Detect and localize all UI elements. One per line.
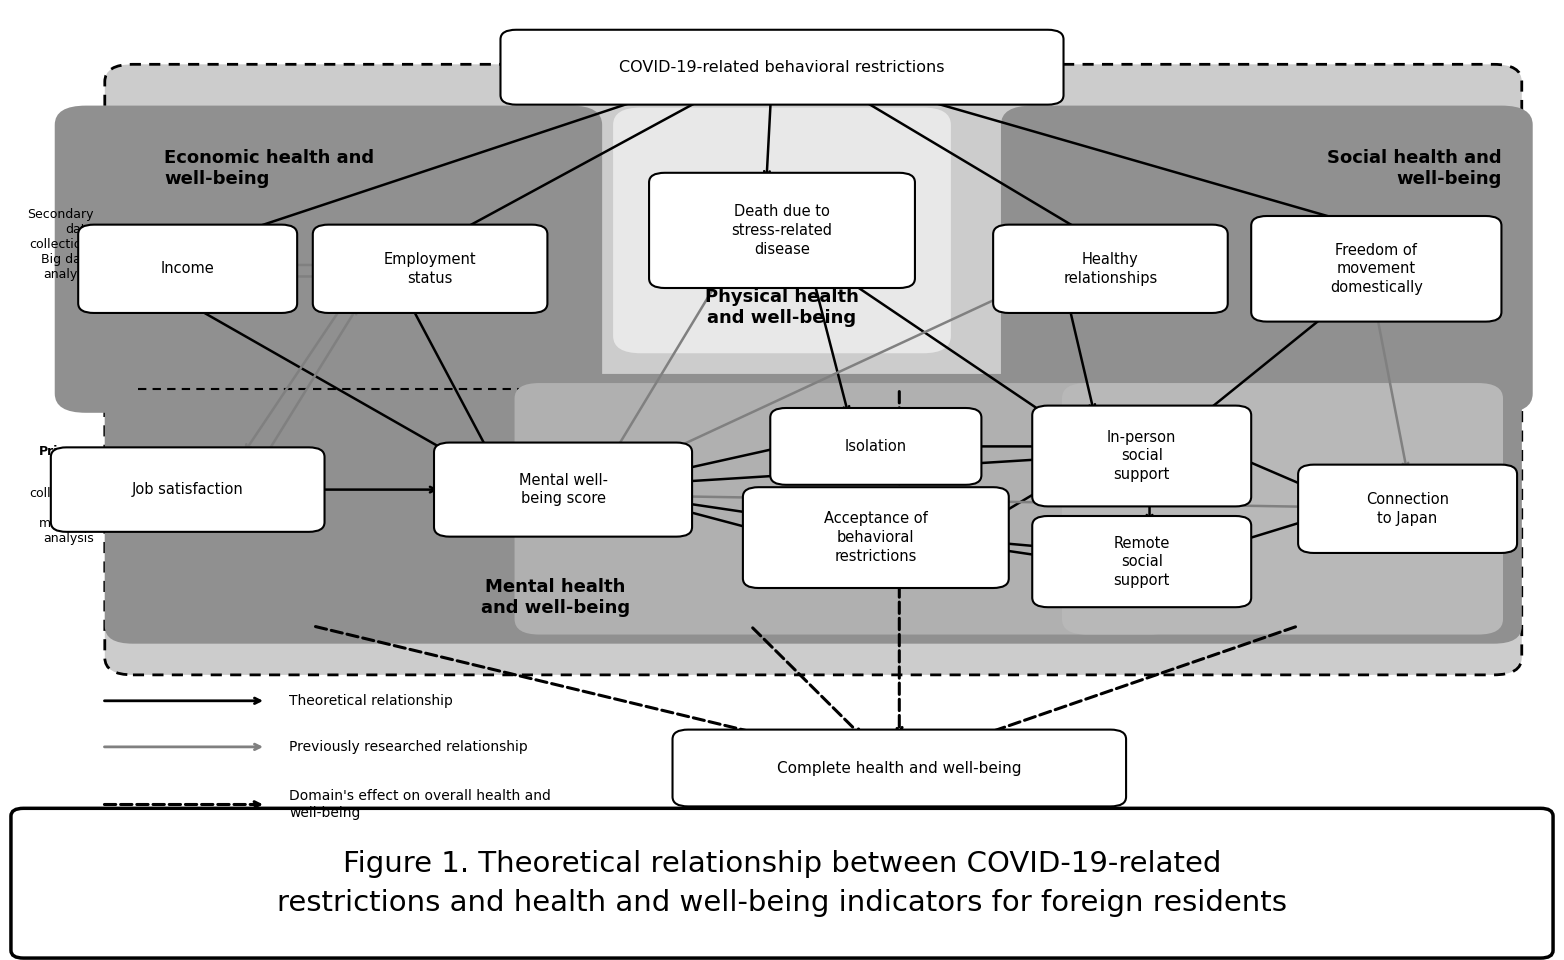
Text: Remote
social
support: Remote social support: [1114, 536, 1170, 588]
FancyBboxPatch shape: [433, 443, 691, 537]
Text: Acceptance of
behavioral
restrictions: Acceptance of behavioral restrictions: [824, 512, 927, 564]
FancyBboxPatch shape: [649, 173, 915, 288]
Text: Social health and
well-being: Social health and well-being: [1326, 149, 1501, 187]
Text: Primary: Primary: [39, 444, 94, 458]
Text: Previously researched relationship: Previously researched relationship: [289, 740, 529, 754]
FancyBboxPatch shape: [515, 383, 1175, 635]
FancyBboxPatch shape: [673, 730, 1126, 806]
FancyBboxPatch shape: [613, 108, 951, 353]
FancyBboxPatch shape: [1298, 465, 1517, 553]
Text: Income: Income: [161, 261, 214, 276]
Text: Complete health and well-being: Complete health and well-being: [777, 760, 1021, 776]
FancyBboxPatch shape: [500, 30, 1064, 105]
Text: COVID-19-related behavioral restrictions: COVID-19-related behavioral restrictions: [619, 60, 945, 75]
FancyBboxPatch shape: [55, 106, 602, 413]
Text: Secondary
data
collection:
Big data
analysis: Secondary data collection: Big data anal…: [27, 208, 94, 281]
Text: Freedom of
movement
domestically: Freedom of movement domestically: [1329, 243, 1423, 295]
FancyBboxPatch shape: [1062, 383, 1503, 635]
FancyBboxPatch shape: [743, 487, 1009, 588]
FancyBboxPatch shape: [50, 447, 325, 532]
Text: Employment
status: Employment status: [383, 252, 477, 286]
FancyBboxPatch shape: [78, 225, 297, 313]
Text: Theoretical relationship: Theoretical relationship: [289, 694, 454, 708]
Text: Mental well-
being score: Mental well- being score: [519, 473, 607, 507]
Text: data
collection:
Mixed
methods
analysis: data collection: Mixed methods analysis: [30, 472, 94, 545]
FancyBboxPatch shape: [105, 374, 1522, 644]
Text: Figure 1. Theoretical relationship between COVID-19-related
restrictions and hea: Figure 1. Theoretical relationship betwe…: [277, 850, 1287, 917]
Text: Mental health
and well-being: Mental health and well-being: [480, 578, 630, 616]
Text: Job satisfaction: Job satisfaction: [131, 482, 244, 497]
Text: In-person
social
support: In-person social support: [1107, 430, 1176, 482]
Text: Connection
to Japan: Connection to Japan: [1365, 492, 1450, 526]
Text: Physical health
and well-being: Physical health and well-being: [705, 288, 859, 326]
Text: Death due to
stress-related
disease: Death due to stress-related disease: [732, 204, 832, 256]
FancyBboxPatch shape: [11, 808, 1553, 958]
FancyBboxPatch shape: [771, 408, 982, 485]
FancyBboxPatch shape: [993, 225, 1228, 313]
Text: Healthy
relationships: Healthy relationships: [1064, 252, 1157, 286]
FancyBboxPatch shape: [1032, 516, 1251, 608]
Text: Domain's effect on overall health and
well-being: Domain's effect on overall health and we…: [289, 789, 551, 820]
Text: Isolation: Isolation: [845, 439, 907, 454]
FancyBboxPatch shape: [105, 64, 1522, 675]
Text: Economic health and
well-being: Economic health and well-being: [164, 149, 374, 187]
FancyBboxPatch shape: [1032, 405, 1251, 507]
FancyBboxPatch shape: [1251, 216, 1501, 322]
FancyBboxPatch shape: [313, 225, 547, 313]
FancyBboxPatch shape: [1001, 106, 1533, 413]
